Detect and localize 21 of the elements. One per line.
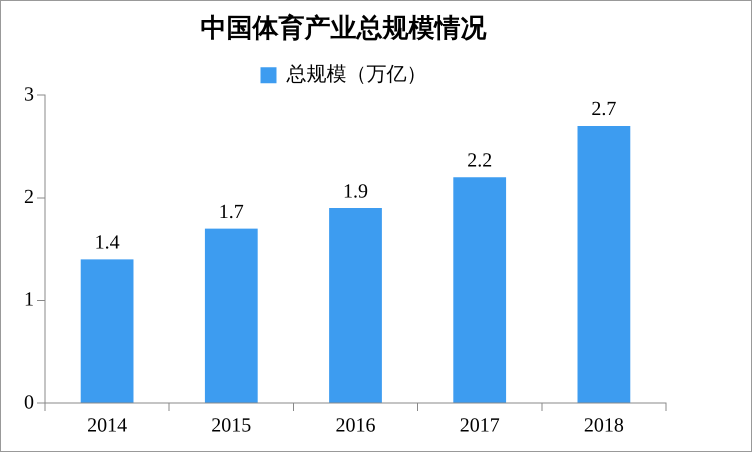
bar — [453, 177, 506, 402]
data-label: 2.7 — [591, 98, 616, 120]
bar — [204, 228, 258, 402]
x-tick-label: 2015 — [211, 414, 252, 436]
y-tick-label: 2 — [24, 186, 34, 208]
x-tick-label: 2014 — [87, 414, 128, 436]
bar — [80, 259, 134, 402]
data-label: 1.4 — [94, 232, 120, 254]
bar — [578, 126, 630, 402]
data-label: 1.9 — [343, 180, 368, 202]
y-tick-label: 3 — [24, 83, 34, 106]
x-tick-label: 2016 — [336, 414, 376, 436]
data-label: 1.7 — [218, 200, 244, 223]
legend-label: 总规模（万亿） — [286, 63, 426, 86]
y-tick-label: 0 — [24, 391, 34, 414]
x-tick-label: 2018 — [584, 414, 624, 436]
bar — [329, 208, 382, 402]
x-tick-label: 2017 — [460, 414, 500, 436]
chart-title: 中国体育产业总规模情况 — [200, 12, 488, 42]
y-tick-label: 1 — [24, 288, 34, 311]
data-label: 2.2 — [467, 150, 492, 172]
